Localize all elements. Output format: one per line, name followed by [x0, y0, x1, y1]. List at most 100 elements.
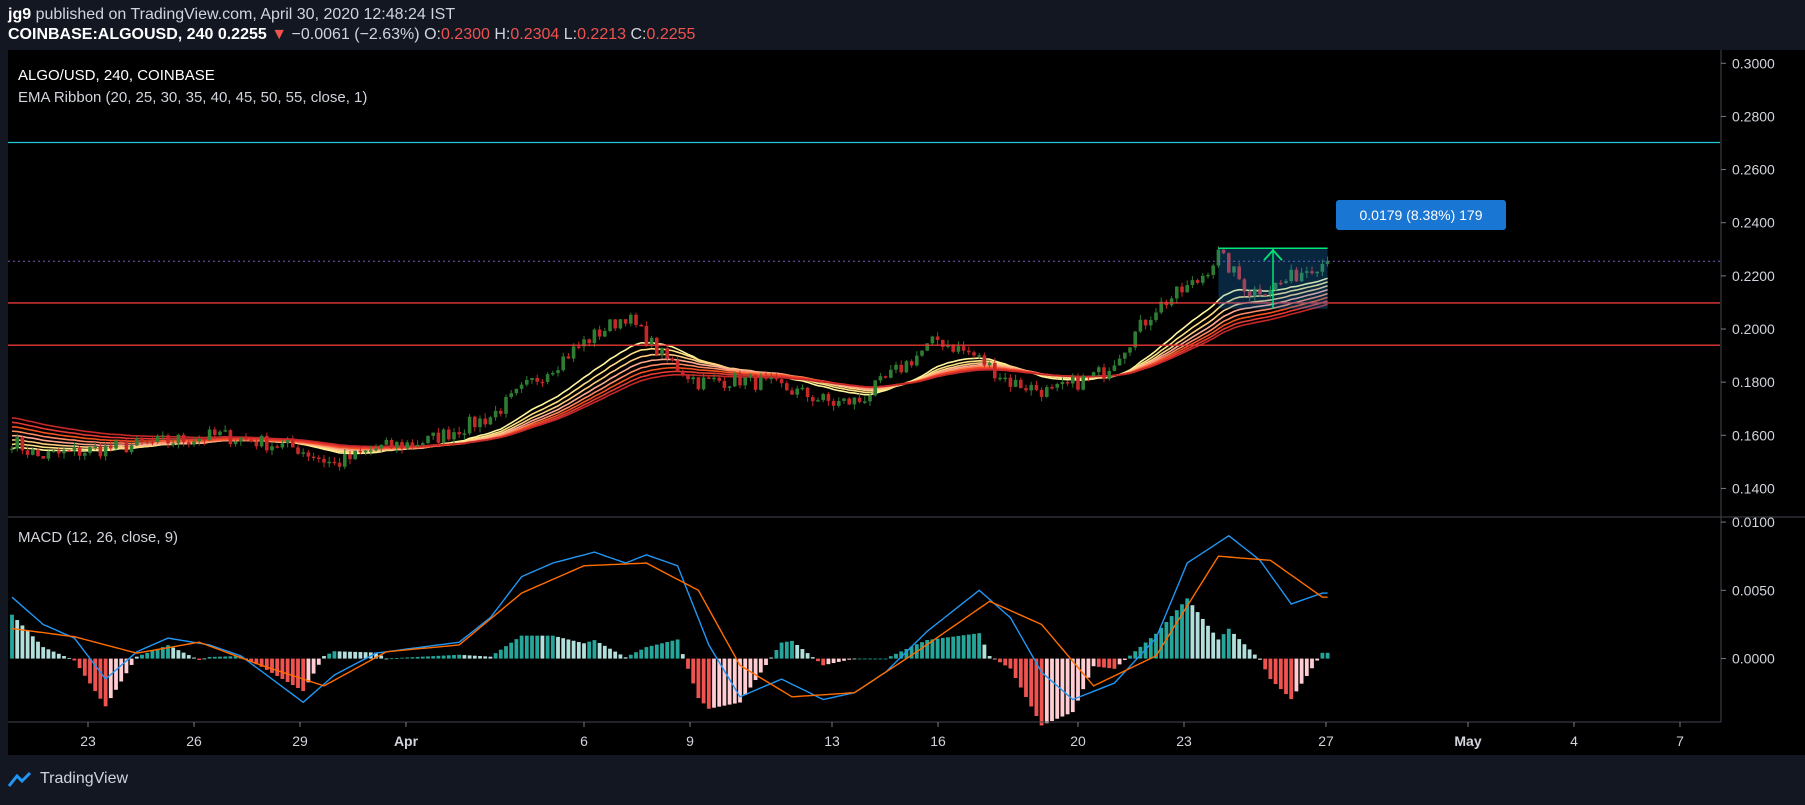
candle-body	[665, 348, 669, 359]
chart-area[interactable]: 0.0179 (8.38%) 179 0.27020.20980.19390.2…	[0, 0, 1805, 765]
macd-histogram-bar	[998, 658, 1002, 663]
macd-histogram-bar	[608, 648, 612, 659]
macd-histogram-bar	[576, 642, 581, 659]
macd-histogram-bar	[805, 653, 810, 659]
candle-body	[1055, 384, 1059, 388]
macd-histogram-bar	[72, 658, 77, 661]
candle-body	[670, 358, 675, 361]
candle-body	[894, 364, 898, 370]
macd-histogram-bar	[597, 642, 602, 659]
candle-body	[457, 432, 461, 435]
candle-body	[57, 450, 61, 454]
candle-body	[759, 377, 763, 390]
candle-body	[291, 440, 295, 448]
candle-body	[447, 429, 451, 440]
candle-body	[805, 387, 810, 398]
macd-histogram-bar	[571, 640, 576, 659]
candle-body	[753, 375, 758, 390]
price-tick-label: 0.2200	[1732, 268, 1775, 284]
macd-histogram-bar	[909, 646, 914, 659]
candle-body	[197, 438, 201, 442]
candle-body	[1320, 263, 1325, 272]
candle-body	[1003, 377, 1007, 380]
macd-histogram-bar	[103, 658, 108, 707]
candle-body	[743, 377, 747, 386]
macd-histogram-bar	[134, 656, 139, 659]
author-name[interactable]: jg9	[8, 6, 32, 23]
candle-body	[389, 439, 394, 448]
macd-histogram-bar	[540, 635, 545, 659]
candle-body	[675, 360, 680, 371]
macd-histogram-bar	[535, 635, 540, 659]
candle-body	[10, 448, 14, 451]
macd-histogram-bar	[192, 657, 196, 659]
candle-body	[1039, 389, 1044, 397]
candle-body	[436, 432, 441, 443]
macd-histogram-bar	[82, 658, 87, 676]
candle-body	[1143, 319, 1148, 326]
macd-histogram-bar	[374, 652, 378, 659]
macd-histogram-bar	[920, 642, 924, 659]
macd-histogram-bar	[1112, 658, 1117, 669]
candle-body	[655, 337, 659, 355]
macd-histogram-bar	[1034, 658, 1039, 716]
time-tick-label: 20	[1070, 733, 1086, 749]
macd-histogram-bar	[1076, 658, 1080, 701]
candle-body	[1268, 290, 1273, 295]
price-pane[interactable]: 0.0179 (8.38%) 179	[8, 141, 1720, 471]
candle-body	[98, 446, 103, 457]
price-tick-label: 0.1800	[1732, 374, 1775, 390]
candle-body	[410, 442, 415, 446]
candle-body	[1024, 388, 1028, 391]
macd-pane[interactable]	[10, 534, 1330, 726]
price-tick-label: 0.1600	[1732, 427, 1775, 443]
signal-line	[11, 555, 1328, 698]
macd-histogram-bar	[592, 640, 597, 659]
macd-histogram-bar	[1039, 658, 1044, 726]
candle-body	[176, 434, 181, 444]
candle-body	[1325, 261, 1330, 264]
price-axis-bg	[1720, 50, 1805, 755]
candle-body	[421, 443, 425, 445]
macd-histogram-bar	[1216, 639, 1221, 659]
candle-body	[566, 356, 571, 359]
macd-histogram-bar	[483, 656, 488, 659]
macd-histogram-bar	[769, 657, 774, 659]
candle-body	[1221, 249, 1226, 254]
candle-body	[1190, 280, 1195, 286]
macd-line	[11, 534, 1328, 704]
macd-histogram-bar	[628, 654, 633, 659]
candle-body	[109, 445, 113, 449]
macd-histogram-bar	[764, 658, 768, 666]
macd-histogram-bar	[1102, 658, 1106, 668]
macd-histogram-bar	[753, 658, 758, 681]
candle-body	[213, 429, 217, 435]
macd-histogram-bar	[10, 614, 14, 659]
candle-body	[1279, 282, 1283, 285]
macd-histogram-bar	[790, 640, 794, 659]
macd-histogram-bar	[784, 641, 789, 659]
candle-body	[998, 377, 1002, 380]
candle-body	[249, 439, 253, 442]
macd-histogram-bar	[1325, 652, 1330, 659]
candle-body	[691, 377, 695, 380]
candle-body	[967, 350, 971, 353]
macd-histogram-bar	[93, 658, 98, 692]
measure-label-box	[1336, 200, 1506, 230]
macd-histogram-bar	[779, 642, 784, 659]
macd-histogram-bar	[1226, 628, 1231, 659]
candle-body	[218, 431, 222, 435]
candle-body	[239, 437, 243, 442]
macd-histogram-bar	[332, 651, 337, 659]
macd-histogram-bar	[88, 658, 92, 684]
macd-histogram-bar	[696, 658, 701, 699]
macd-histogram-bar	[316, 658, 321, 665]
macd-histogram-bar	[472, 655, 477, 659]
price-tick-label: 0.1400	[1732, 480, 1775, 496]
macd-histogram-bar	[748, 658, 753, 688]
macd-histogram-bar	[1096, 658, 1101, 667]
candle-body	[722, 380, 727, 388]
candle-body	[25, 450, 30, 455]
macd-histogram-bar	[951, 636, 956, 659]
macd-histogram-bar	[233, 656, 238, 659]
